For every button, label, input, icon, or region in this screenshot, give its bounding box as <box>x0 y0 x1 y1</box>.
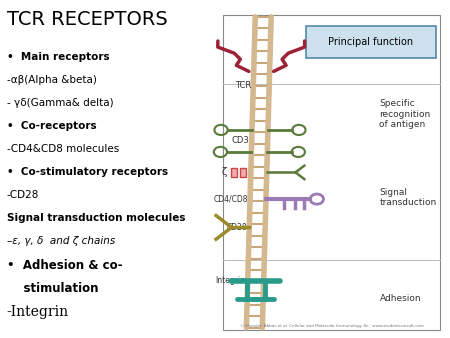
Text: Specific
recognition
of antigen: Specific recognition of antigen <box>379 99 431 129</box>
Text: CD28: CD28 <box>226 223 247 232</box>
Text: Signal
transduction: Signal transduction <box>379 188 436 207</box>
Text: stimulation: stimulation <box>7 282 98 295</box>
Text: © Elsevier. Abbas et al. Cellular and Molecular Immunology 8e · www.studentconsu: © Elsevier. Abbas et al. Cellular and Mo… <box>240 324 424 328</box>
FancyBboxPatch shape <box>231 168 237 176</box>
Text: CD3: CD3 <box>231 137 249 145</box>
Text: CD4/CD8: CD4/CD8 <box>213 195 248 203</box>
Text: •  Adhesion & co-: • Adhesion & co- <box>7 259 122 272</box>
Text: ζ: ζ <box>221 167 226 177</box>
Text: -Integrin: -Integrin <box>7 305 69 319</box>
Text: -CD28: -CD28 <box>7 190 39 200</box>
FancyBboxPatch shape <box>223 15 440 330</box>
Text: •  Co-receptors: • Co-receptors <box>7 121 96 131</box>
FancyBboxPatch shape <box>240 168 246 176</box>
Text: •  Main receptors: • Main receptors <box>7 52 109 63</box>
Text: -αβ(Alpha &beta): -αβ(Alpha &beta) <box>7 75 96 86</box>
Text: -CD4&CD8 molecules: -CD4&CD8 molecules <box>7 144 119 154</box>
Text: - γδ(Gamma& delta): - γδ(Gamma& delta) <box>7 98 113 108</box>
Text: •  Co-stimulatory receptors: • Co-stimulatory receptors <box>7 167 168 177</box>
Text: Adhesion: Adhesion <box>379 294 421 303</box>
Text: TCR: TCR <box>235 81 251 91</box>
Text: Principal function: Principal function <box>328 37 414 47</box>
Text: TCR RECEPTORS: TCR RECEPTORS <box>7 10 167 29</box>
FancyBboxPatch shape <box>306 26 436 58</box>
Text: Integrin: Integrin <box>216 276 246 285</box>
Text: –ε, γ, δ  and ζ chains: –ε, γ, δ and ζ chains <box>7 236 115 246</box>
Text: Signal transduction molecules: Signal transduction molecules <box>7 213 185 223</box>
